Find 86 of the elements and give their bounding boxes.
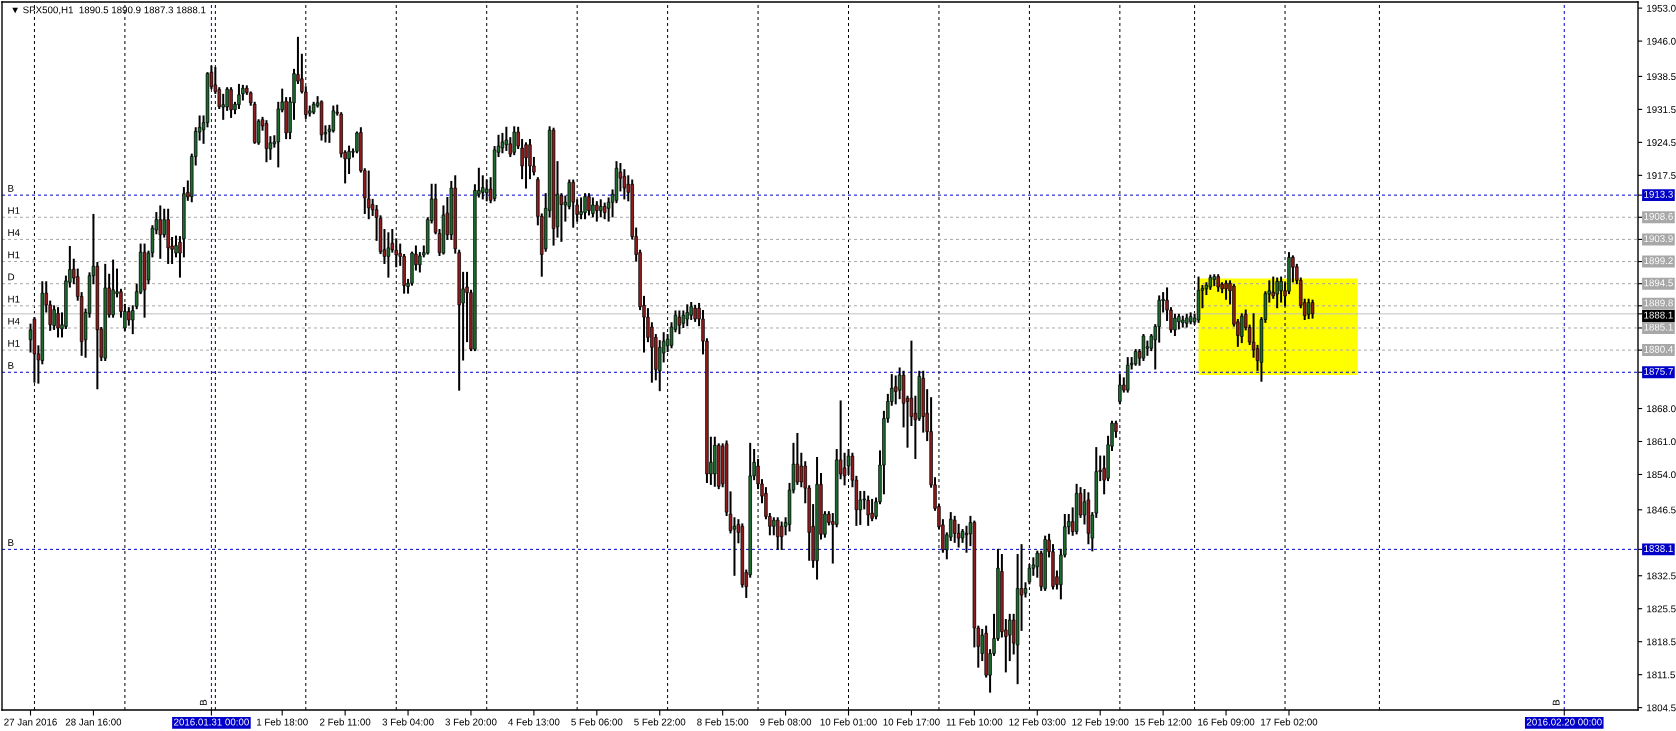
candlestick: [866, 495, 870, 526]
x-tick-label: 4 Feb 13:00: [508, 718, 560, 726]
y-tick-label: 1946.0: [1647, 37, 1676, 45]
ref-line-label: H4: [8, 229, 20, 237]
y-tick-label: 1908.6: [1644, 213, 1673, 220]
y-tick-label: 1868.0: [1647, 405, 1676, 413]
y-tick-label: 1889.8: [1644, 299, 1673, 307]
candlestick: [1240, 313, 1244, 344]
chart-title: ▼ SPX500,H1 1890.5 1890.9 1887.3 1888.1: [12, 6, 206, 15]
x-tick-label: 1 Feb 18:00: [257, 718, 308, 726]
candlestick: [571, 179, 575, 228]
x-tick-label: 11 Feb 10:00: [946, 718, 1003, 726]
y-tick-label: 1832.5: [1647, 572, 1676, 580]
y-tick-label: 1913.3: [1644, 190, 1673, 198]
x-tick-label: 3 Feb 20:00: [445, 718, 497, 726]
x-tick-label: 16 Feb 09:00: [1198, 718, 1255, 726]
x-tick-label: 27 Jan 2016: [4, 718, 57, 726]
candlestick: [870, 498, 874, 522]
ref-line-label: H1: [8, 295, 20, 303]
x-tick-label: 10 Feb 17:00: [883, 718, 940, 726]
y-tick-label: 1903.9: [1644, 235, 1673, 243]
ref-line-label: D: [8, 273, 15, 281]
y-tick-label: 1875.7: [1644, 367, 1673, 375]
candlestick: [776, 517, 780, 550]
y-tick-label: 1825.5: [1647, 605, 1676, 613]
candlestick: [779, 521, 784, 550]
x-tick-label: 12 Feb 19:00: [1072, 718, 1129, 726]
candlestick: [1306, 298, 1311, 320]
candlestick: [595, 201, 599, 222]
y-tick-label: 1838.1: [1644, 545, 1673, 552]
candlestick: [524, 142, 528, 189]
x-tick-label: 8 Feb 15:00: [697, 718, 749, 726]
candlestick: [583, 193, 587, 220]
y-tick-label: 1861.0: [1647, 438, 1676, 446]
x-tick-label: 15 Feb 12:00: [1135, 718, 1192, 726]
candlestick: [579, 197, 583, 220]
ref-line-label: B: [8, 539, 14, 546]
candlestick: [799, 452, 804, 488]
ref-line-label: H1: [8, 251, 20, 259]
y-tick-label: 1938.5: [1647, 73, 1676, 81]
candlestick: [1275, 277, 1279, 309]
y-tick-label: 1931.5: [1647, 106, 1676, 114]
x-tick-label: 17 Feb 02:00: [1261, 718, 1318, 726]
x-tick-label: 12 Feb 03:00: [1009, 718, 1066, 726]
annotation: B: [199, 699, 207, 706]
x-tick-label: 5 Feb 22:00: [634, 718, 686, 726]
x-tick-label: 28 Jan 16:00: [65, 718, 122, 726]
x-tick-label: 2016.01.31 00:00: [174, 718, 249, 726]
y-tick-label: 1953.0: [1647, 4, 1676, 12]
x-tick-label: 10 Feb 01:00: [820, 718, 877, 726]
candlestick: [559, 193, 564, 242]
x-tick-label: 2016.02.20 00:00: [1526, 718, 1602, 726]
y-tick-label: 1854.0: [1647, 471, 1676, 479]
ref-line-label: B: [8, 362, 14, 369]
candlestick: [264, 120, 269, 163]
y-tick-label: 1899.2: [1644, 257, 1673, 265]
candlestick: [587, 193, 591, 216]
x-tick-label: 9 Feb 08:00: [760, 718, 812, 726]
ref-line-label: H1: [8, 207, 20, 214]
candlestick: [897, 367, 902, 400]
ref-line-label: H4: [8, 317, 20, 325]
y-tick-label: 1894.5: [1644, 279, 1673, 287]
candlestick: [367, 170, 371, 220]
candlestick: [685, 304, 689, 327]
candlestick: [229, 87, 233, 118]
x-tick-label: 2 Feb 11:00: [320, 718, 371, 726]
candlestick: [386, 232, 391, 278]
candlestick: [1173, 313, 1177, 337]
candlestick: [56, 307, 60, 338]
y-tick-label: 1811.5: [1647, 671, 1675, 679]
x-tick-label: 3 Feb 04:00: [382, 718, 434, 726]
y-tick-label: 1846.5: [1647, 506, 1676, 514]
annotation: B: [1552, 699, 1560, 706]
y-tick-label: 1880.4: [1644, 345, 1674, 353]
candlestick: [158, 205, 163, 259]
candlestick: [512, 126, 516, 156]
y-tick-label: 1888.1: [1644, 311, 1673, 319]
candlestick: [677, 310, 682, 335]
ref-line-label: B: [8, 185, 14, 192]
x-tick-label: 5 Feb 06:00: [571, 718, 623, 726]
ref-line-label: H1: [8, 340, 20, 347]
y-tick-label: 1804.5: [1647, 704, 1676, 712]
y-tick-label: 1818.5: [1647, 638, 1676, 646]
y-tick-label: 1924.5: [1647, 139, 1676, 146]
y-tick-label: 1885.1: [1644, 323, 1673, 331]
y-tick-label: 1917.5: [1647, 172, 1676, 179]
